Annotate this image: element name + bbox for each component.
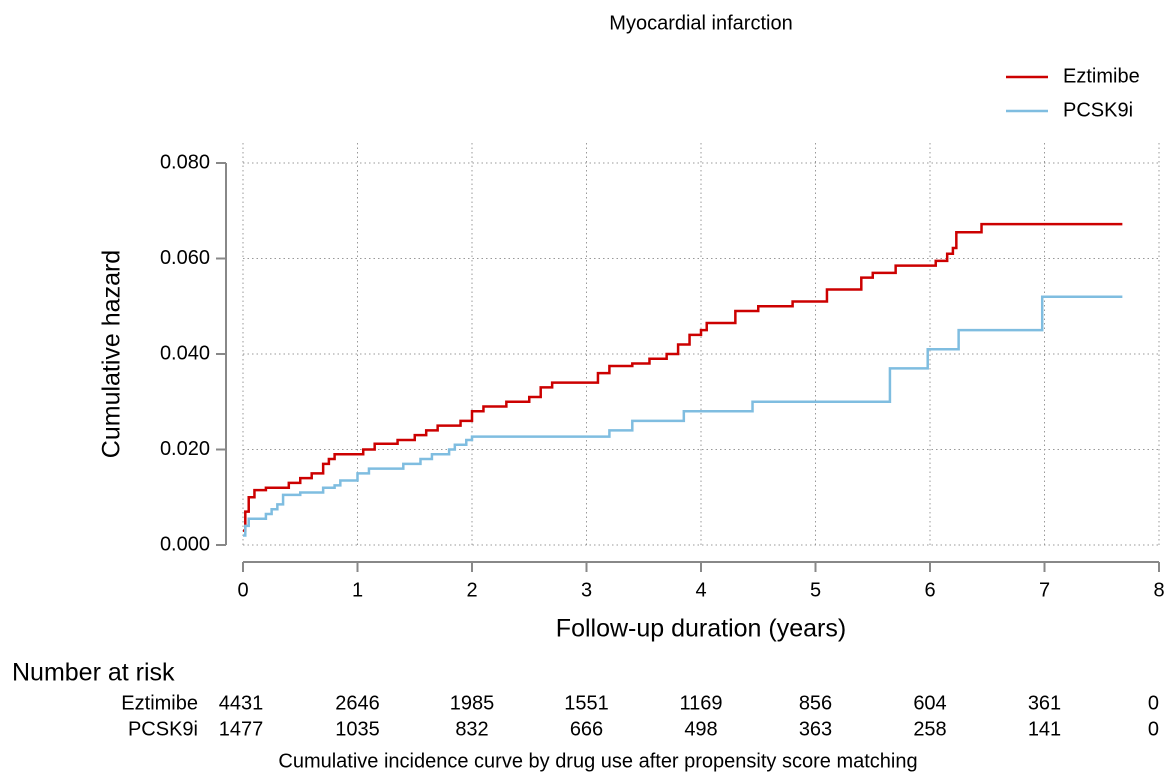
y-tick-label: 0.020 [160, 438, 210, 460]
x-tick-label: 6 [924, 579, 935, 601]
caption: Cumulative incidence curve by drug use a… [278, 750, 917, 772]
y-axis-label: Cumulative hazard [98, 250, 126, 458]
risk-value: 0 [1148, 718, 1159, 740]
risk-value: 1985 [450, 692, 495, 714]
series-line [243, 222, 1123, 532]
risk-value: 258 [913, 718, 946, 740]
risk-value: 856 [799, 692, 832, 714]
risk-value: 4431 [219, 692, 264, 714]
risk-value: 604 [913, 692, 946, 714]
risk-value: 666 [570, 718, 603, 740]
y-tick-label: 0.040 [160, 342, 210, 364]
x-tick-label: 8 [1153, 579, 1164, 601]
legend-label: PCSK9i [1063, 99, 1133, 121]
risk-table-title: Number at risk [12, 659, 175, 687]
risk-value: 1551 [564, 692, 609, 714]
risk-value: 832 [455, 718, 488, 740]
risk-value: 2646 [335, 692, 380, 714]
series-line [243, 295, 1123, 537]
x-tick-label: 5 [810, 579, 821, 601]
risk-value: 498 [684, 718, 717, 740]
x-tick-label: 1 [352, 579, 363, 601]
risk-value: 363 [799, 718, 832, 740]
x-tick-label: 0 [237, 579, 248, 601]
x-tick-label: 2 [466, 579, 477, 601]
risk-value: 1169 [679, 692, 722, 714]
chart-title: Myocardial infarction [609, 12, 792, 34]
risk-row-name: PCSK9i [128, 718, 198, 740]
risk-value: 1477 [219, 718, 264, 740]
legend-label: Eztimibe [1063, 65, 1140, 87]
risk-value: 1035 [335, 718, 380, 740]
risk-value: 361 [1028, 692, 1061, 714]
risk-value: 141 [1028, 718, 1061, 740]
x-tick-label: 3 [581, 579, 592, 601]
y-tick-label: 0.060 [160, 247, 210, 269]
x-tick-label: 7 [1039, 579, 1050, 601]
y-tick-label: 0.000 [160, 533, 210, 555]
x-tick-label: 4 [695, 579, 706, 601]
risk-row-name: Eztimibe [121, 692, 198, 714]
risk-value: 0 [1148, 692, 1159, 714]
x-axis-label: Follow-up duration (years) [556, 615, 846, 643]
y-tick-label: 0.080 [160, 151, 210, 173]
